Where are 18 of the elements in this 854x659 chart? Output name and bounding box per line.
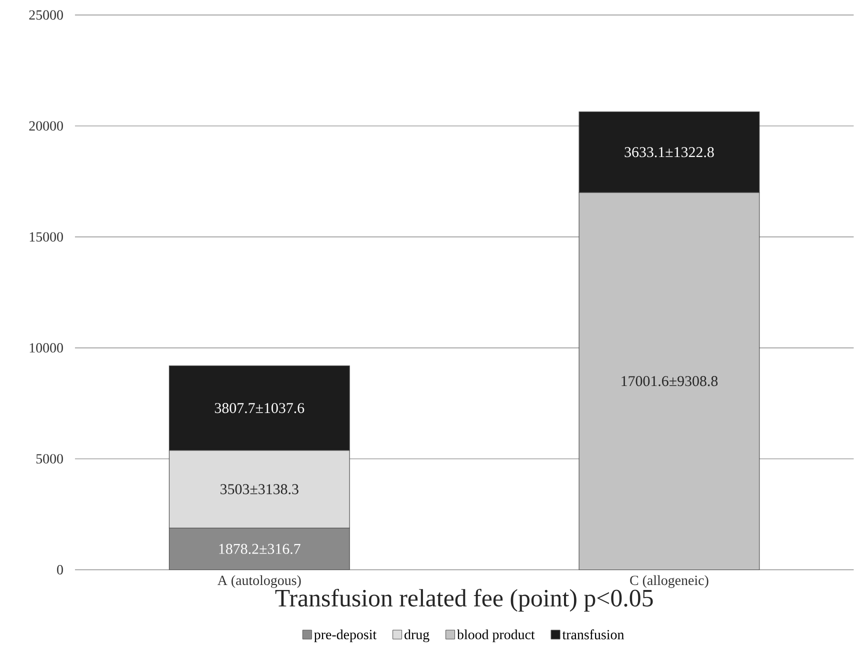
y-tick-label: 10000 bbox=[30, 343, 63, 353]
y-tick-label: 0 bbox=[57, 565, 63, 575]
x-axis-title: Transfusion related fee (point) p<0.05 bbox=[275, 588, 653, 612]
legend-label: blood product bbox=[457, 630, 535, 642]
y-tick-label: 20000 bbox=[29, 121, 63, 131]
y-tick-label: 15000 bbox=[30, 232, 63, 242]
x-tick-label: A (autologous) bbox=[218, 575, 301, 588]
y-tick-label: 25000 bbox=[29, 10, 63, 20]
legend-label: transfusion bbox=[562, 630, 624, 640]
data-label: 3503±3138.3 bbox=[220, 484, 298, 494]
legend-label: pre-deposit bbox=[314, 630, 377, 642]
data-label: 17001.6±9308.8 bbox=[622, 376, 718, 386]
x-tick-label: C (allogeneic) bbox=[630, 575, 708, 588]
y-tick-label: 5000 bbox=[36, 454, 63, 464]
data-label: 3633.1±1322.8 bbox=[624, 147, 714, 158]
legend-label: drug bbox=[404, 630, 430, 642]
data-label: 3807.7±1037.6 bbox=[214, 403, 304, 414]
data-label: 1878.2±316.7 bbox=[219, 544, 300, 554]
